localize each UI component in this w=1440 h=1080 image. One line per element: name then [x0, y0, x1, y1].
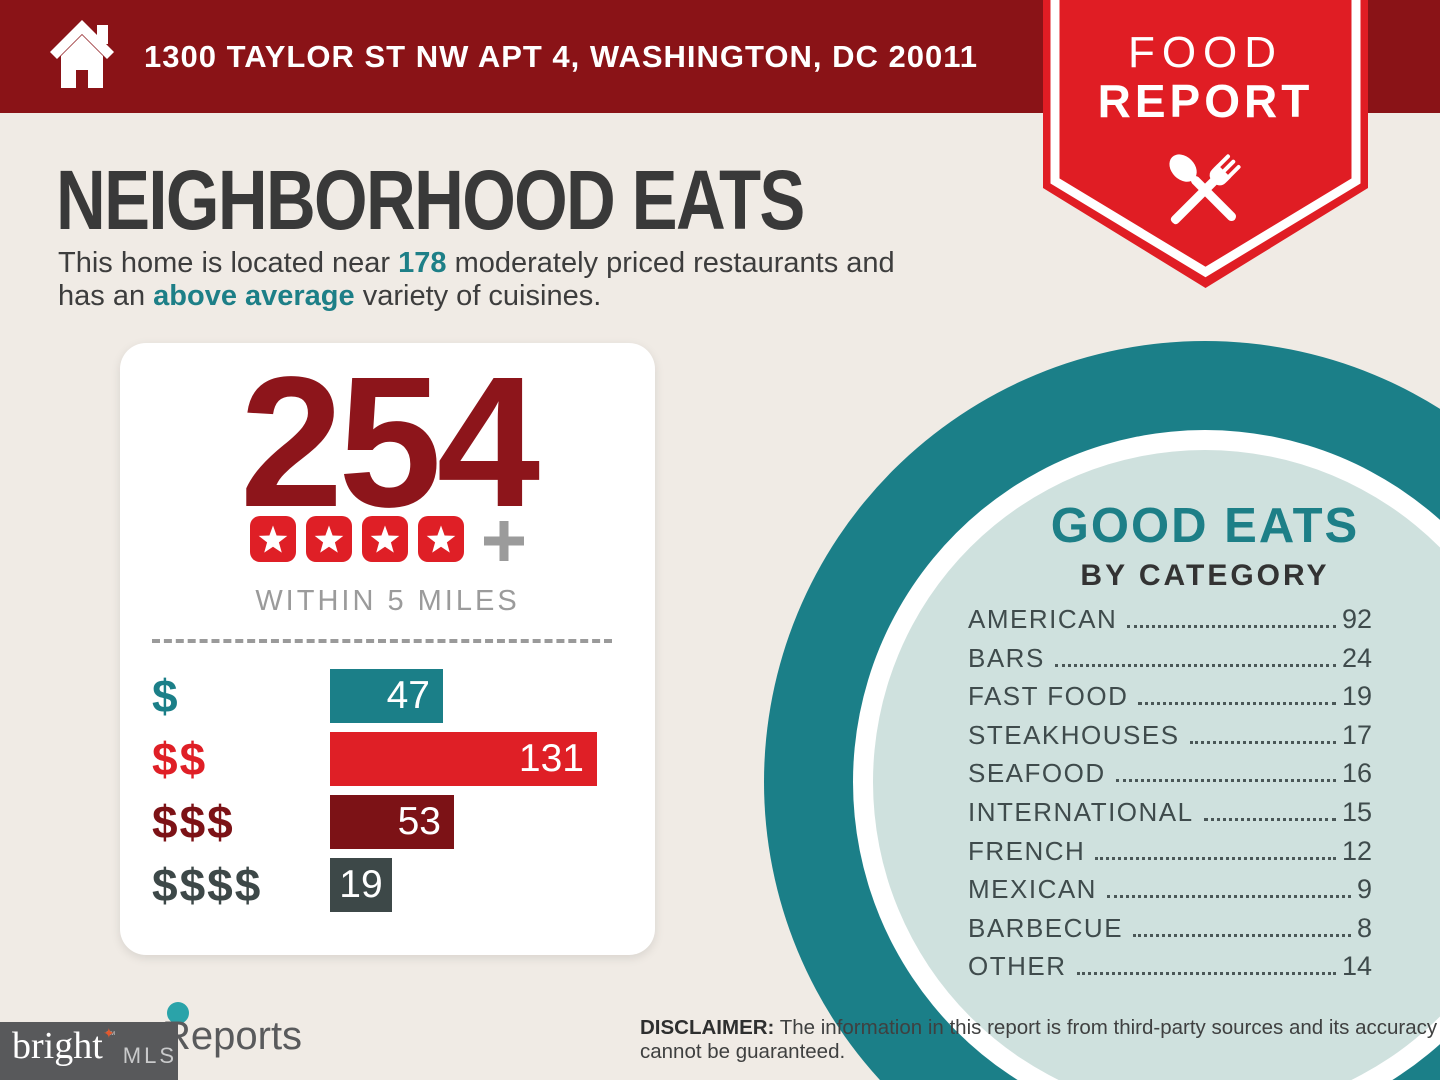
dotted-leader [1133, 933, 1351, 937]
category-label: OTHER [968, 951, 1067, 982]
radius-label: WITHIN 5 MILES [255, 585, 520, 617]
star-icon [417, 515, 465, 568]
star-icon [249, 515, 297, 568]
good-eats-subtitle: BY CATEGORY [1080, 559, 1330, 592]
category-list: AMERICAN 92 BARS 24 FAST FOOD 19 STEAKHOUSES 17… [968, 604, 1372, 990]
good-eats-title: GOOD EATS [1050, 499, 1360, 553]
category-row: BARS 24 [968, 643, 1372, 682]
category-label: BARBECUE [968, 912, 1124, 943]
category-value: 14 [1341, 951, 1372, 982]
star-icon [305, 515, 353, 568]
price-tier-label: $$$ [152, 796, 235, 848]
restaurant-count-highlight: 178 [398, 247, 447, 279]
price-bar-row: $$ 131 [152, 732, 652, 786]
sparkle-icon: ✦ [103, 1025, 115, 1041]
dotted-leader [1095, 856, 1336, 860]
category-row: OTHER 14 [968, 951, 1372, 990]
ribbon-label-report: REPORT [1097, 75, 1314, 127]
intro-line-2: has an above average variety of cuisines… [58, 280, 602, 313]
category-label: BARS [968, 642, 1045, 673]
category-value: 12 [1341, 835, 1372, 866]
category-row: FAST FOOD 19 [968, 681, 1372, 720]
category-label: STEAKHOUSES [968, 719, 1180, 750]
category-value: 19 [1341, 681, 1372, 712]
price-bar-row: $$$$ 19 [152, 858, 652, 912]
price-bar-row: $47 [152, 669, 652, 723]
bright-logo-text: bright [12, 1025, 103, 1067]
dotted-leader [1138, 702, 1336, 706]
ribbon-label-food: FOOD [1127, 28, 1284, 77]
category-label: INTERNATIONAL [968, 796, 1194, 827]
price-tier-label: $$$$ [152, 859, 263, 911]
dotted-leader [1106, 895, 1351, 899]
rating-stars [120, 515, 655, 567]
price-bar: 131 [330, 732, 597, 786]
plus-icon [481, 518, 527, 564]
price-bar-chart: $47 $$ 131 $$$ 53 $$$$ 19 [152, 669, 652, 921]
price-bar: 19 [330, 858, 392, 912]
restaurant-total-count: 254 [239, 339, 540, 546]
category-row: AMERICAN 92 [968, 604, 1372, 643]
category-row: MEXICAN 9 [968, 874, 1372, 913]
dotted-leader [1076, 972, 1336, 976]
page-title: NEIGHBORHOOD EATS [56, 153, 805, 247]
category-value: 15 [1341, 796, 1372, 827]
dotted-leader [1189, 740, 1336, 744]
home-icon [48, 18, 116, 95]
dashed-divider [152, 639, 612, 643]
trademark-symbol: ™ [105, 1030, 116, 1041]
category-row: STEAKHOUSES 17 [968, 720, 1372, 759]
intro-paragraph: This home is located near 178 moderately… [58, 247, 1018, 314]
price-bar-row: $$$ 53 [152, 795, 652, 849]
dotted-leader [1127, 625, 1336, 628]
price-bar: 53 [330, 795, 454, 849]
price-tier-label: $$ [152, 733, 208, 785]
dotted-leader [1054, 663, 1336, 667]
category-value: 8 [1356, 912, 1372, 943]
category-row: BARBECUE 8 [968, 913, 1372, 952]
dotted-leader [1203, 817, 1336, 821]
ribbon-shape [1043, 0, 1368, 288]
category-value: 17 [1341, 719, 1372, 750]
category-value: 9 [1356, 874, 1372, 905]
mls-logo-text: MLS [122, 1043, 178, 1068]
good-eats-heading: GOOD EATS BY CATEGORY [990, 498, 1420, 593]
price-tier-label: $ [152, 670, 180, 722]
property-address: 1300 TAYLOR ST NW APT 4, WASHINGTON, DC … [144, 38, 978, 74]
category-label: FAST FOOD [968, 681, 1129, 712]
dotted-leader [1115, 779, 1336, 783]
food-report-ribbon: FOOD REPORT [1043, 0, 1368, 292]
reports-wordmark: Reports [162, 1014, 303, 1058]
category-row: FRENCH 12 [968, 836, 1372, 875]
restaurant-summary-card: 254 WITHIN 5 MILES $47 $$ 131 $$$ 53 $$$$ 19 [120, 343, 655, 955]
reports-drop-icon [167, 1002, 189, 1024]
category-label: MEXICAN [968, 874, 1097, 905]
category-row: SEAFOOD 16 [968, 758, 1372, 797]
category-label: FRENCH [968, 835, 1086, 866]
category-value: 24 [1341, 642, 1372, 673]
category-value: 16 [1341, 758, 1372, 789]
category-value: 92 [1341, 604, 1372, 634]
disclaimer-label: DISCLAIMER: [640, 1016, 775, 1039]
star-icon [361, 515, 409, 568]
variety-highlight: above average [153, 280, 355, 313]
disclaimer-text: DISCLAIMER: The information in this repo… [640, 1016, 1438, 1064]
category-row: INTERNATIONAL 15 [968, 797, 1372, 836]
category-label: AMERICAN [968, 604, 1118, 634]
category-label: SEAFOOD [968, 758, 1106, 789]
intro-line-1: This home is located near 178 moderately… [58, 247, 895, 279]
price-bar: 47 [330, 669, 443, 723]
bright-mls-logo: bright ✦ ™ MLS [0, 1022, 178, 1080]
